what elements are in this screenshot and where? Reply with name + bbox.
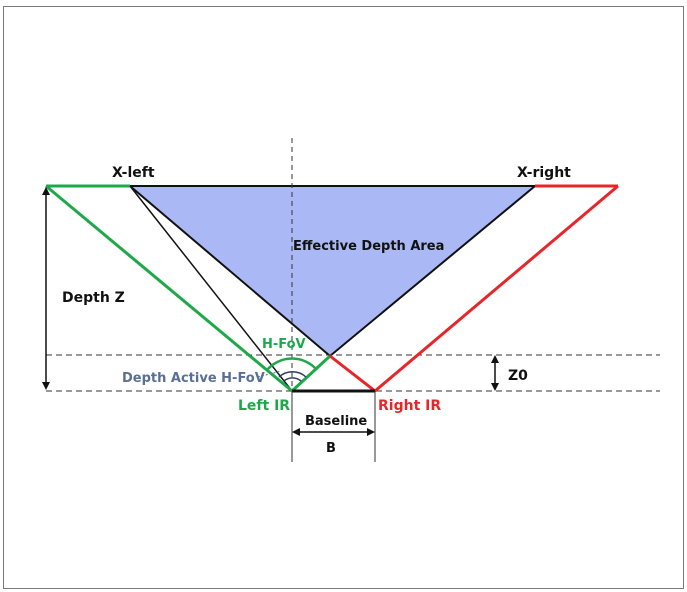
h-fov-label: H-FoV <box>262 337 306 352</box>
baseline-b-label: B <box>326 441 336 456</box>
effective-depth-area-region <box>127 185 538 358</box>
h-fov-arc <box>266 357 318 371</box>
z0-label: Z0 <box>508 368 528 384</box>
depth-active-arc-inner <box>283 377 302 382</box>
right-ir-fov-line-left <box>329 354 376 393</box>
baseline-label: Baseline <box>305 414 367 429</box>
effective-depth-area-label: Effective Depth Area <box>293 239 444 254</box>
left-ir-label: Left IR <box>238 398 290 414</box>
x-left-ray <box>129 185 293 392</box>
depth-active-h-fov-label: Depth Active H-FoV <box>122 371 265 386</box>
x-right-label: X-right <box>517 165 571 181</box>
right-ir-fov-line <box>374 184 619 393</box>
left-ir-fov-line <box>45 184 293 393</box>
right-ir-label: Right IR <box>378 398 441 414</box>
left-ir-fov-line-right <box>290 354 332 393</box>
depth-active-arc-outer <box>278 371 307 378</box>
depth-z-label: Depth Z <box>62 290 125 306</box>
x-left-label: X-left <box>112 165 155 181</box>
